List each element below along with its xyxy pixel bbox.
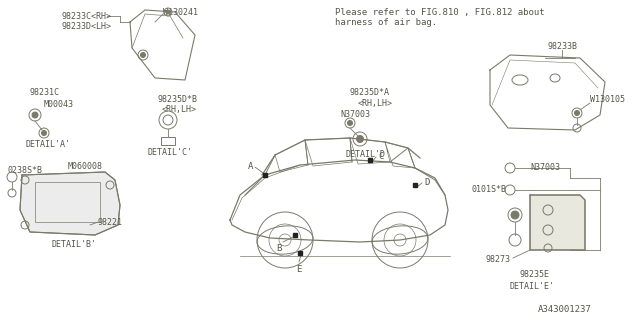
Text: 98233C<RH>: 98233C<RH> bbox=[62, 12, 112, 21]
Text: E: E bbox=[296, 265, 301, 274]
Text: C: C bbox=[378, 152, 383, 161]
Text: 98233D<LH>: 98233D<LH> bbox=[62, 22, 112, 31]
Text: M060008: M060008 bbox=[68, 162, 103, 171]
Polygon shape bbox=[20, 172, 120, 235]
Text: M00043: M00043 bbox=[44, 100, 74, 109]
Text: B: B bbox=[276, 244, 282, 253]
Text: 98221: 98221 bbox=[98, 218, 123, 227]
Polygon shape bbox=[530, 195, 585, 250]
Circle shape bbox=[32, 112, 38, 118]
Text: D: D bbox=[424, 178, 429, 187]
Circle shape bbox=[141, 52, 145, 58]
Text: Please refer to FIG.810 , FIG.812 about
harness of air bag.: Please refer to FIG.810 , FIG.812 about … bbox=[335, 8, 545, 28]
Text: 98231C: 98231C bbox=[30, 88, 60, 97]
Text: A: A bbox=[248, 162, 253, 171]
Circle shape bbox=[575, 110, 579, 116]
Circle shape bbox=[511, 211, 519, 219]
Text: 98235D*A: 98235D*A bbox=[350, 88, 390, 97]
Bar bbox=[35, 182, 100, 222]
Text: DETAIL'A': DETAIL'A' bbox=[25, 140, 70, 149]
Text: N37003: N37003 bbox=[530, 163, 560, 172]
Text: W130241: W130241 bbox=[163, 8, 198, 17]
Text: DETAIL'C': DETAIL'C' bbox=[148, 148, 193, 157]
Circle shape bbox=[42, 131, 47, 135]
Circle shape bbox=[356, 135, 364, 142]
Bar bbox=[161, 137, 175, 145]
Text: <RH,LH>: <RH,LH> bbox=[358, 99, 393, 108]
Text: N37003: N37003 bbox=[340, 110, 370, 119]
Text: 0238S*B: 0238S*B bbox=[8, 166, 43, 175]
Text: 98235E: 98235E bbox=[520, 270, 550, 279]
Text: <RH,LH>: <RH,LH> bbox=[162, 105, 197, 114]
Text: W130105: W130105 bbox=[590, 95, 625, 104]
Text: DETAIL'E': DETAIL'E' bbox=[510, 282, 555, 291]
Text: A343001237: A343001237 bbox=[538, 305, 592, 314]
Text: DETAIL'D': DETAIL'D' bbox=[345, 150, 390, 159]
Text: DETAIL'B': DETAIL'B' bbox=[52, 240, 97, 249]
Text: 98235D*B: 98235D*B bbox=[158, 95, 198, 104]
Circle shape bbox=[348, 121, 353, 125]
Text: 98273: 98273 bbox=[485, 255, 510, 264]
Text: 0101S*B: 0101S*B bbox=[472, 185, 507, 194]
Text: 98233B: 98233B bbox=[548, 42, 578, 51]
Circle shape bbox=[166, 10, 170, 14]
